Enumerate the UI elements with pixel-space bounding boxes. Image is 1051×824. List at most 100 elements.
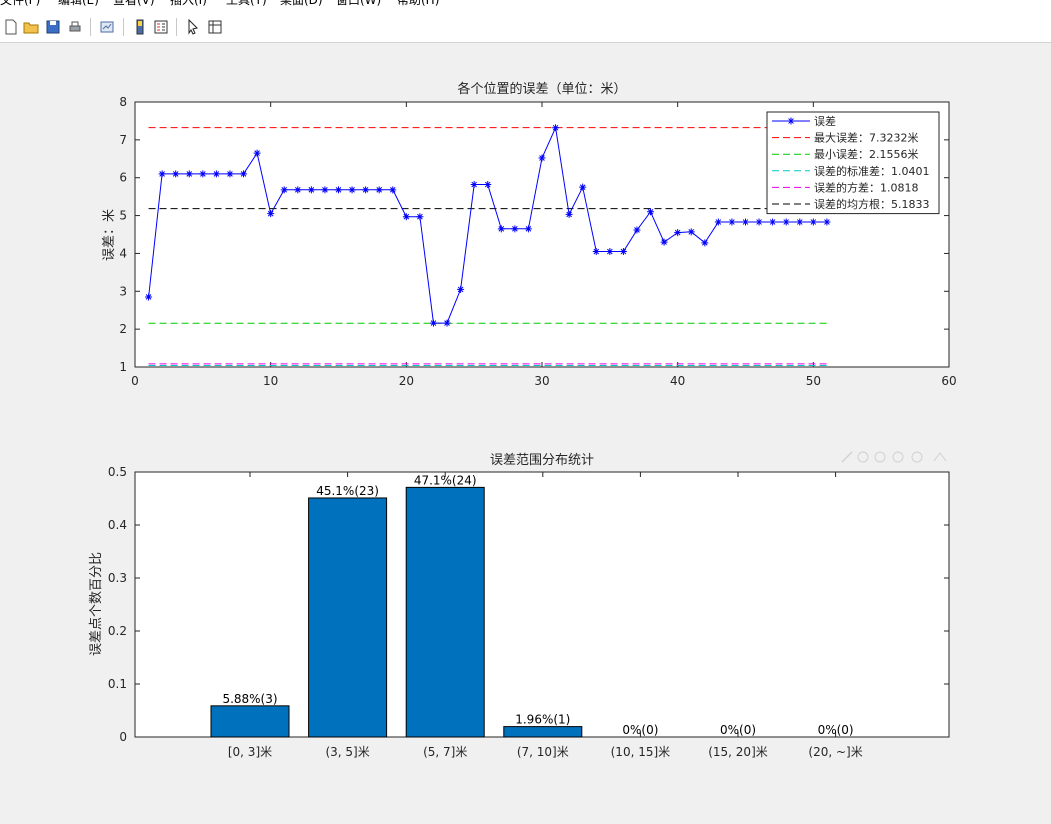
legend-icon: [154, 20, 168, 34]
data-point: [511, 225, 519, 233]
bar: [210, 705, 290, 738]
menu-item[interactable]: 编辑(E): [58, 0, 99, 7]
data-point: [660, 238, 668, 246]
data-point: [145, 293, 153, 301]
y-tick-label: 3: [119, 284, 127, 298]
bar-data-label: 0%(0): [818, 723, 854, 737]
open-file-icon: [23, 22, 39, 34]
data-point: [402, 213, 410, 221]
menu-item[interactable]: 插入(I): [170, 0, 207, 7]
data-point: [375, 186, 383, 194]
y-axis: 1 2 3 4 5 6 7 8: [119, 95, 949, 374]
data-point: [267, 210, 275, 218]
x-tick-label: 10: [263, 374, 278, 388]
menu-item[interactable]: 窗口(W): [336, 0, 382, 7]
y-tick-label: 4: [119, 246, 127, 260]
print-button[interactable]: [66, 18, 84, 36]
menu-item[interactable]: 查看(V): [113, 0, 155, 7]
data-point: [443, 319, 451, 327]
legend-label: 误差的方差：1.0818: [814, 180, 919, 194]
bar-data-labels: 5.88%(3) 45.1%(23) 47.1%(24) 1.96%(1) 0%(0) 0…: [222, 473, 853, 737]
pointer-button[interactable]: [184, 18, 202, 36]
data-point: [524, 225, 532, 233]
legend-box: [766, 111, 940, 215]
axes-toolbar[interactable]: [841, 451, 947, 463]
y-tick-label: 8: [119, 95, 127, 109]
y-tick-label: 5: [119, 209, 127, 223]
data-point: [497, 225, 505, 233]
x-tick-label: 30: [534, 374, 549, 388]
x-tick-label: 20: [399, 374, 414, 388]
data-point: [674, 229, 682, 237]
colorbar-icon: [136, 19, 144, 35]
data-point: [538, 154, 546, 162]
bars: [210, 486, 583, 738]
x-tick-label: (7, 10]米: [517, 745, 569, 759]
data-point: [348, 186, 356, 194]
zoom-in-icon[interactable]: [892, 451, 904, 463]
data-point: [416, 213, 424, 221]
legend-entry[interactable]: 误差的标准差：1.0401: [772, 164, 930, 178]
colorbar-button[interactable]: [131, 18, 149, 36]
open-file-button[interactable]: [22, 18, 40, 36]
y-tick-label: 2: [119, 322, 127, 336]
y-axis-label: 误差：米: [102, 209, 117, 261]
data-point: [809, 218, 817, 226]
data-point: [199, 170, 207, 178]
reference-lines: [148, 127, 827, 366]
legend-entry[interactable]: 误差的方差：1.0818: [772, 180, 919, 194]
legend-label: 误差的标准差：1.0401: [814, 164, 930, 178]
save-button[interactable]: [44, 18, 62, 36]
menu-item[interactable]: 工具(T): [226, 0, 267, 7]
legend-entry[interactable]: 误差的均方根：5.1833: [772, 197, 930, 211]
data-point: [484, 181, 492, 189]
y-tick-label: 6: [119, 171, 127, 185]
x-tick-label: 40: [670, 374, 685, 388]
error-distribution-bar-chart: 误差范围分布统计 误差点个数百分比 [0, 3]米 (3, 5]米 (5, 7]米 (…: [89, 451, 950, 759]
legend-button[interactable]: [152, 18, 170, 36]
new-figure-icon: [5, 19, 17, 35]
data-point: [647, 208, 655, 216]
menu-item[interactable]: 桌面(D): [280, 0, 323, 7]
data-point: [579, 183, 587, 191]
legend-entry[interactable]: 误差: [772, 114, 836, 128]
y-tick-label: 7: [119, 133, 127, 147]
toolbar-separator: [123, 18, 124, 36]
data-point: [253, 149, 261, 157]
menu-item[interactable]: 文件(F): [0, 0, 41, 7]
bar: [308, 497, 388, 738]
data-point: [592, 248, 600, 256]
brush-icon[interactable]: [841, 451, 853, 463]
menu-item[interactable]: 帮助(H): [397, 0, 440, 7]
property-inspector-button[interactable]: [206, 18, 224, 36]
data-point: [687, 228, 695, 236]
legend-entry[interactable]: 最大误差：7.3232米: [772, 131, 919, 145]
y-tick-label: 0.1: [108, 677, 127, 691]
legend-entry[interactable]: 最小误差：2.1556米: [772, 147, 919, 161]
pointer-icon: [188, 19, 198, 35]
save-axes-icon[interactable]: [857, 451, 869, 463]
home-icon[interactable]: [933, 452, 947, 462]
data-point: [158, 170, 166, 178]
data-point: [769, 218, 777, 226]
chart-title: 误差范围分布统计: [490, 453, 594, 468]
data-point: [321, 186, 329, 194]
x-tick-label: [0, 3]米: [228, 745, 272, 759]
bar-data-label: 0%(0): [622, 723, 658, 737]
toolbar-separator: [90, 18, 91, 36]
data-point: [714, 218, 722, 226]
data-point: [226, 170, 234, 178]
link-plot-button[interactable]: [98, 18, 116, 36]
data-point: [185, 170, 193, 178]
legend-label: 误差: [814, 114, 836, 128]
data-point: [429, 319, 437, 327]
data-point: [335, 186, 342, 194]
x-axis: [0, 3]米 (3, 5]米 (5, 7]米 (7, 10]米 (10, 15]米 (1…: [228, 472, 863, 759]
pan-icon[interactable]: [874, 451, 886, 463]
zoom-out-icon[interactable]: [911, 451, 923, 463]
x-tick-label: 60: [941, 374, 956, 388]
data-point: [796, 218, 804, 226]
x-tick-label: (15, 20]米: [708, 745, 768, 759]
new-figure-button[interactable]: [2, 18, 20, 36]
